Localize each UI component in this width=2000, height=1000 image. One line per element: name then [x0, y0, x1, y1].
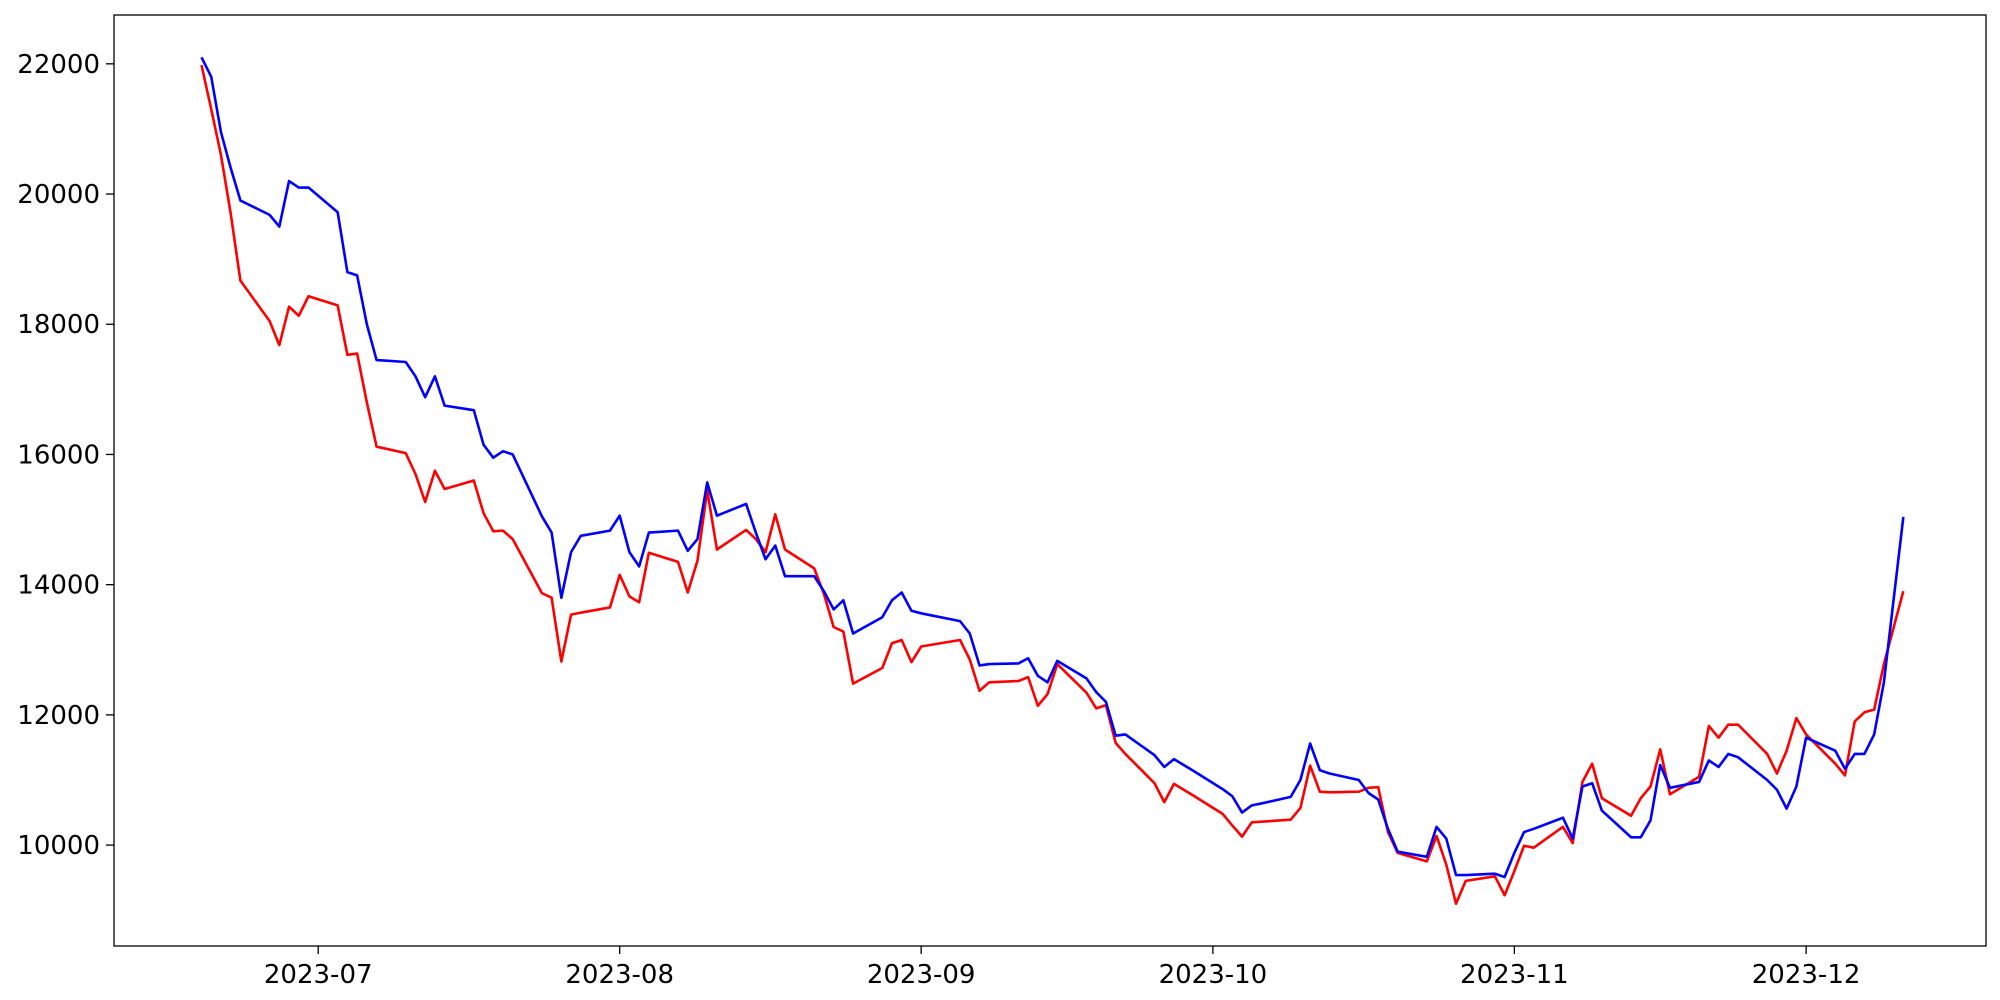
x-tick-label: 2023-10 [1159, 960, 1268, 990]
y-tick-label: 12000 [17, 701, 100, 731]
y-tick-label: 20000 [17, 180, 100, 210]
y-tick-label: 16000 [17, 440, 100, 470]
y-tick-label: 10000 [17, 831, 100, 861]
y-tick-label: 14000 [17, 571, 100, 601]
y-tick-label: 22000 [17, 50, 100, 80]
line-series [200, 64, 1905, 905]
plot-frame [113, 14, 1987, 947]
x-tick-label: 2023-08 [565, 960, 674, 990]
y-tick-label: 18000 [17, 310, 100, 340]
x-tick-label: 2023-12 [1752, 960, 1861, 990]
line-series [200, 56, 1905, 879]
x-tick-label: 2023-11 [1460, 960, 1569, 990]
x-tick-label: 2023-07 [264, 960, 373, 990]
x-tick-label: 2023-09 [867, 960, 976, 990]
